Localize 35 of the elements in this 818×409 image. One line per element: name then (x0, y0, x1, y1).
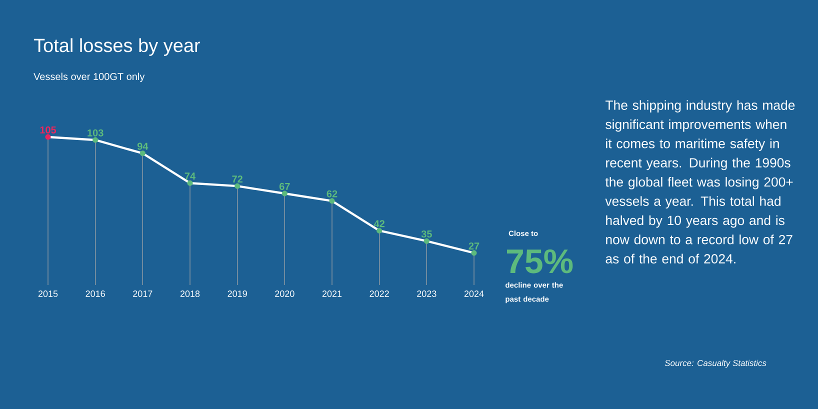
point (140, 150, 146, 156)
data-label: 74 (184, 172, 196, 180)
data-label: 62 (326, 190, 338, 198)
chart-title: Total losses by year (34, 38, 200, 56)
data-label: 103 (88, 129, 104, 136)
point (424, 238, 430, 244)
x-tick-label: 2021 (322, 290, 342, 297)
x-tick-label: 2016 (86, 290, 105, 297)
text: 75% (507, 249, 573, 274)
point (187, 180, 193, 186)
point (282, 190, 288, 196)
point (329, 198, 335, 204)
data-label: 27 (468, 242, 480, 250)
data-label: 72 (232, 176, 242, 183)
source-note: Source: Casualty Statistics (664, 360, 766, 368)
data-label: 105 (40, 126, 56, 134)
chart-subtitle: Vessels over 100GT only (34, 72, 145, 82)
x-tick-label: 2017 (133, 290, 152, 297)
point (45, 134, 51, 140)
point (376, 228, 382, 234)
x-tick-label: 2023 (417, 290, 436, 297)
x-tick-label: 2015 (38, 290, 58, 297)
data-label: 35 (421, 230, 432, 238)
point (471, 250, 477, 256)
data-label: 42 (374, 220, 384, 228)
text: The shipping industry has made significant improvements when it comes to maritime safety in recent years. During the 1990s the global fleet was losing 200+ vessels a year. This total had halved by 10 years ago and is now down to a record low of 27 as of the end of 2024. (605, 100, 795, 264)
data-label: 67 (279, 182, 290, 190)
x-tick-label: 2022 (370, 290, 389, 297)
data-label: 94 (137, 142, 148, 150)
x-tick-label: 2024 (464, 290, 484, 297)
x-tick-label: 2020 (275, 290, 294, 297)
x-tick-label: 2018 (180, 290, 200, 297)
x-tick-label: 2019 (228, 290, 247, 297)
point (92, 137, 98, 143)
point (234, 183, 240, 189)
